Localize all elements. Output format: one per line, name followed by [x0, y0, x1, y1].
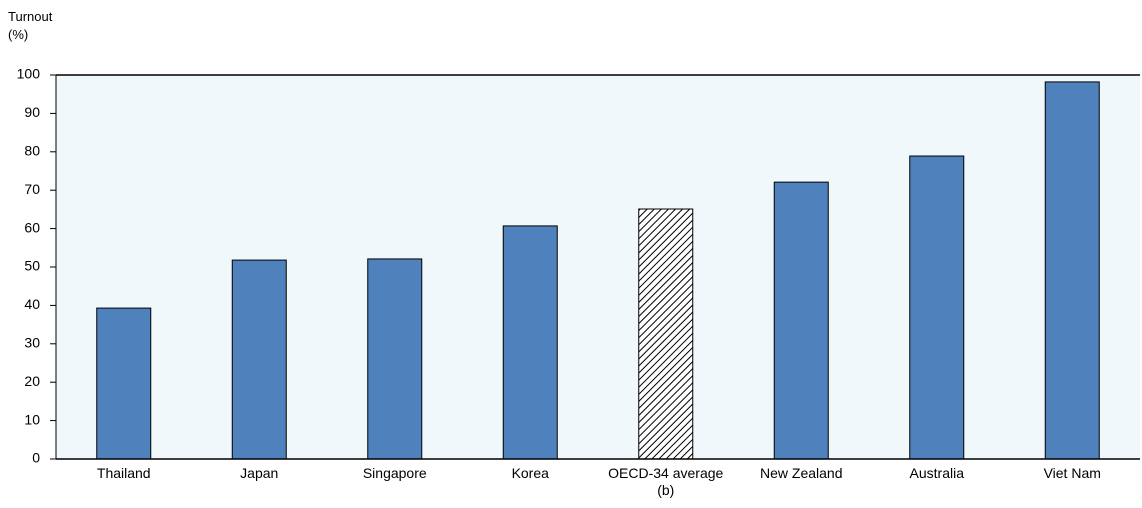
x-tick-label: Singapore [362, 465, 427, 481]
y-tick-label: 40 [24, 296, 40, 312]
y-tick-label: 70 [24, 181, 40, 197]
bar [773, 181, 829, 460]
y-tick-label: 90 [24, 104, 40, 120]
y-tick-label: 50 [24, 258, 40, 274]
x-tick-label: Japan [240, 465, 279, 481]
bar [909, 155, 965, 460]
y-tick-label: 0 [32, 450, 40, 466]
x-tick-label: Viet Nam [1043, 465, 1101, 481]
y-tick-label: 20 [24, 373, 40, 389]
bar [367, 258, 423, 460]
y-tick-label: 30 [24, 335, 40, 351]
bar [638, 208, 694, 460]
y-tick-label: 60 [24, 219, 40, 235]
bar [231, 259, 287, 460]
bar [1044, 81, 1100, 460]
x-tick-label: Korea [511, 465, 549, 481]
bar [502, 225, 558, 460]
y-tick-label: 80 [24, 143, 40, 159]
y-tick-label: 10 [24, 411, 40, 427]
x-tick-label: New Zealand [760, 465, 843, 481]
x-tick-label: OECD-34 average (b) [608, 465, 724, 498]
y-tick-label: 100 [17, 66, 41, 82]
plot-background [56, 75, 1140, 459]
x-tick-label: Australia [909, 465, 964, 481]
y-axis-title: Turnout (%) [8, 9, 53, 42]
bar [96, 307, 152, 460]
x-tick-label: Thailand [96, 465, 151, 481]
